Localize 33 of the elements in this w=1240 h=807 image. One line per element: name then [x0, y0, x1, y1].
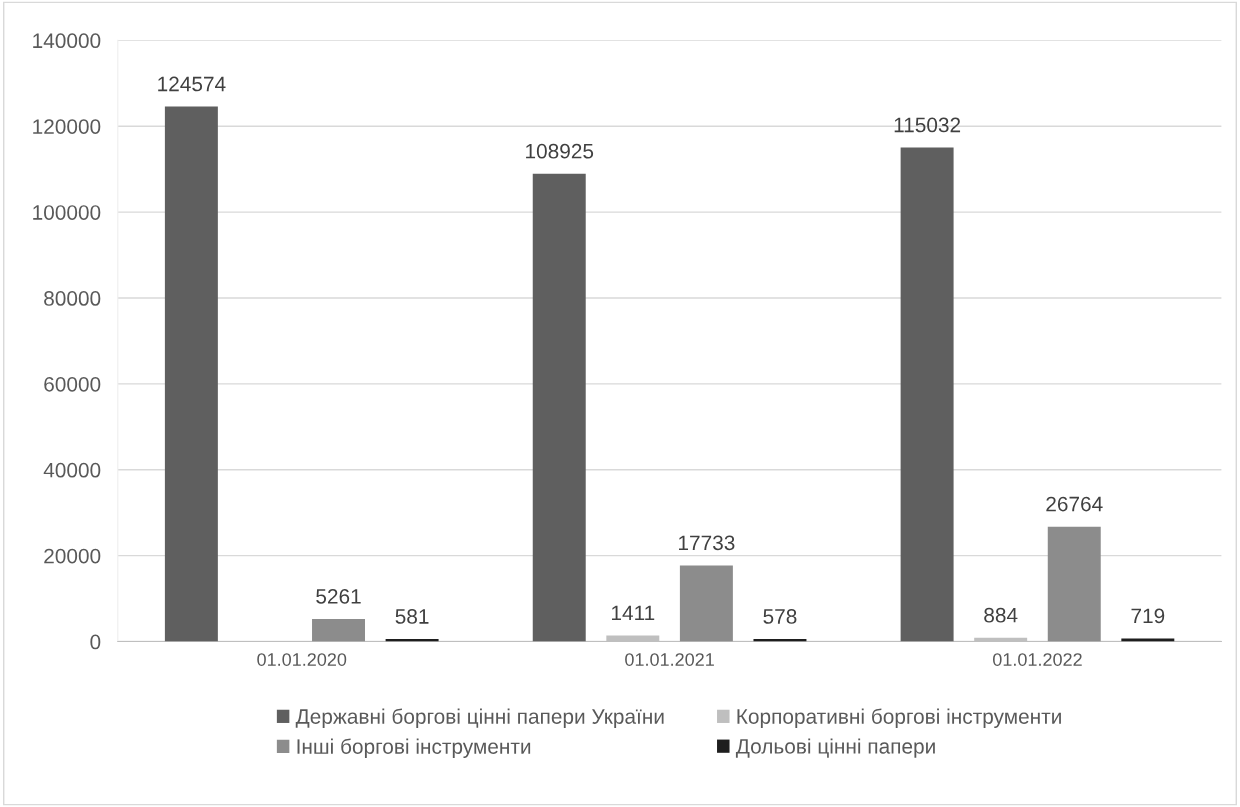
data-label: 578 [763, 609, 797, 624]
data-label: 124574 [158, 76, 226, 92]
legend-label: Інші боргові інструменти [297, 738, 531, 759]
y-tick-label: 140000 [33, 33, 101, 49]
data-label: 719 [1131, 608, 1165, 624]
legend-label: Державні боргові цінні папери України [295, 708, 664, 729]
data-label: 1411 [612, 605, 655, 621]
y-tick-label: 0 [90, 634, 101, 650]
data-label: 115032 [894, 117, 961, 133]
y-tick-label: 20000 [44, 548, 101, 564]
bar [1047, 526, 1101, 642]
bar [164, 106, 218, 642]
data-label: 108925 [526, 143, 594, 159]
bar [1121, 638, 1175, 642]
bar [900, 147, 954, 642]
legend-label: Дольові цінні папери [735, 738, 935, 758]
data-label: 5261 [316, 588, 361, 604]
y-tick-label: 60000 [44, 376, 101, 392]
bar [679, 565, 733, 642]
x-tick-label: 01.01.2020 [257, 653, 347, 666]
data-label: 884 [984, 607, 1018, 623]
data-label: 26764 [1046, 496, 1103, 512]
bar [312, 618, 366, 642]
data-label: 581 [395, 609, 429, 624]
y-tick-label: 80000 [44, 291, 101, 306]
data-label: 17733 [679, 535, 735, 551]
y-tick-label: 100000 [33, 205, 101, 220]
x-tick-label: 01.01.2021 [625, 653, 714, 666]
y-tick-label: 40000 [43, 462, 101, 478]
x-tick-label: 01.01.2022 [992, 653, 1082, 666]
bar [532, 173, 586, 642]
y-tick-label: 120000 [33, 119, 101, 134]
legend-label: Корпоративні боргові інструменти [737, 708, 1061, 729]
